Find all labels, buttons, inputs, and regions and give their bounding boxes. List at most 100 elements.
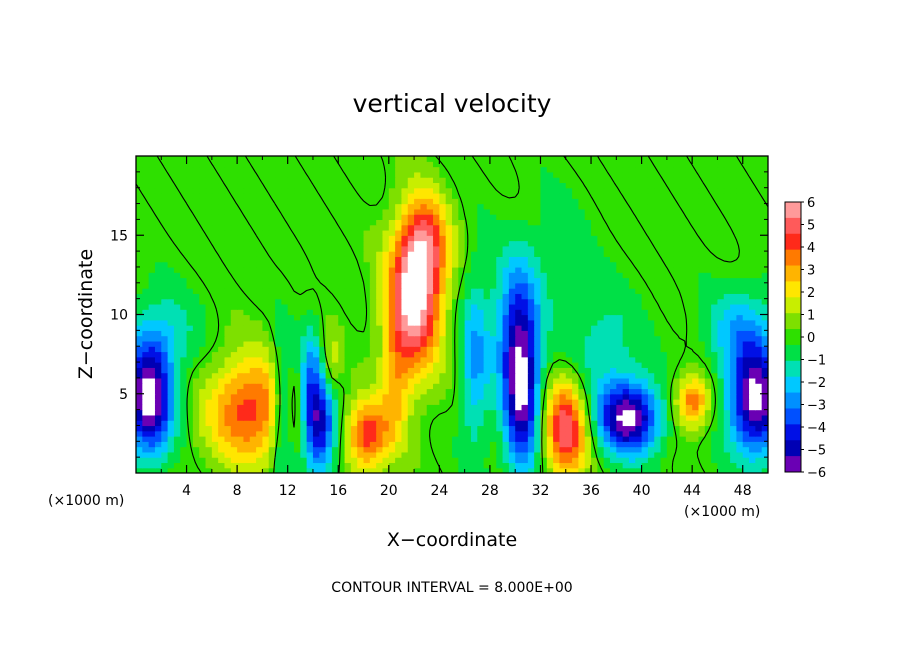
field-cell bbox=[395, 303, 403, 310]
field-cell bbox=[458, 314, 466, 321]
field-cell bbox=[350, 229, 358, 236]
field-cell bbox=[521, 362, 529, 368]
field-cell bbox=[559, 219, 567, 226]
field-cell bbox=[666, 330, 674, 337]
field-cell bbox=[527, 367, 535, 374]
field-cell bbox=[376, 346, 384, 353]
field-cell bbox=[395, 208, 403, 215]
field-cell bbox=[363, 266, 371, 273]
field-cell bbox=[654, 288, 662, 294]
field-cell bbox=[319, 430, 327, 437]
field-cell bbox=[698, 457, 706, 464]
field-cell bbox=[534, 383, 542, 390]
field-cell bbox=[224, 309, 232, 316]
field-cell bbox=[761, 235, 768, 242]
field-cell bbox=[654, 462, 662, 469]
field-cell bbox=[578, 436, 586, 442]
field-cell bbox=[508, 351, 516, 358]
field-cell bbox=[654, 330, 662, 337]
field-cell bbox=[395, 245, 403, 252]
field-cell bbox=[319, 256, 327, 263]
field-cell bbox=[603, 446, 611, 453]
field-cell bbox=[698, 404, 706, 411]
field-cell bbox=[224, 325, 232, 331]
field-cell bbox=[199, 399, 207, 405]
field-cell bbox=[502, 314, 510, 321]
field-cell bbox=[717, 245, 725, 252]
field-cell bbox=[148, 377, 156, 384]
field-cell bbox=[565, 467, 573, 473]
field-cell bbox=[736, 219, 744, 226]
field-cell bbox=[749, 393, 756, 400]
field-cell bbox=[224, 351, 232, 358]
field-cell bbox=[654, 293, 662, 300]
field-cell bbox=[755, 388, 763, 395]
field-cell bbox=[647, 420, 655, 427]
field-cell bbox=[628, 219, 636, 226]
field-cell bbox=[635, 314, 643, 321]
field-cell bbox=[755, 245, 763, 252]
field-cell bbox=[470, 256, 478, 263]
field-cell bbox=[161, 261, 169, 268]
field-cell bbox=[167, 335, 175, 342]
field-cell bbox=[180, 298, 188, 305]
field-cell bbox=[622, 430, 630, 437]
field-cell bbox=[572, 282, 579, 289]
field-cell bbox=[306, 362, 314, 368]
field-cell bbox=[218, 224, 226, 231]
field-cell bbox=[148, 420, 156, 427]
field-cell bbox=[452, 335, 459, 342]
field-cell bbox=[395, 362, 403, 368]
field-cell bbox=[243, 251, 251, 257]
field-cell bbox=[761, 399, 768, 405]
field-cell bbox=[237, 309, 245, 316]
field-cell bbox=[527, 351, 535, 358]
field-cell bbox=[730, 314, 737, 321]
field-cell bbox=[717, 356, 725, 363]
field-cell bbox=[350, 467, 358, 473]
field-cell bbox=[401, 441, 409, 448]
field-cell bbox=[325, 293, 333, 300]
field-cell bbox=[148, 229, 156, 236]
field-cell bbox=[306, 325, 314, 331]
field-cell bbox=[136, 362, 143, 368]
field-cell bbox=[603, 266, 611, 273]
field-cell bbox=[218, 393, 226, 400]
field-cell bbox=[711, 214, 719, 220]
field-cell bbox=[211, 436, 219, 442]
field-cell bbox=[477, 414, 485, 421]
field-cell bbox=[723, 441, 731, 448]
field-cell bbox=[148, 451, 156, 458]
field-cell bbox=[591, 346, 598, 353]
field-cell bbox=[723, 425, 731, 432]
field-cell bbox=[521, 367, 529, 374]
field-cell bbox=[369, 214, 377, 220]
field-cell bbox=[401, 303, 409, 310]
field-cell bbox=[167, 282, 175, 289]
field-cell bbox=[616, 219, 624, 226]
field-cell bbox=[287, 414, 295, 421]
field-cell bbox=[136, 377, 143, 384]
field-cell bbox=[218, 377, 226, 384]
field-cell bbox=[742, 462, 750, 469]
field-cell bbox=[578, 229, 586, 236]
field-cell bbox=[591, 383, 598, 390]
field-cell bbox=[300, 367, 308, 374]
field-cell bbox=[502, 362, 510, 368]
field-cell bbox=[723, 235, 731, 242]
field-cell bbox=[673, 409, 681, 416]
field-cell bbox=[559, 261, 567, 268]
field-cell bbox=[294, 272, 301, 279]
field-cell bbox=[742, 319, 750, 326]
field-cell bbox=[401, 340, 409, 347]
field-cell bbox=[666, 425, 674, 432]
field-cell bbox=[338, 224, 346, 231]
field-cell bbox=[546, 393, 554, 400]
field-cell bbox=[515, 219, 523, 226]
field-cell bbox=[673, 309, 681, 316]
field-cell bbox=[553, 314, 561, 321]
field-cell bbox=[464, 293, 472, 300]
field-cell bbox=[256, 298, 263, 305]
field-cell bbox=[603, 441, 611, 448]
field-cell bbox=[262, 309, 270, 316]
